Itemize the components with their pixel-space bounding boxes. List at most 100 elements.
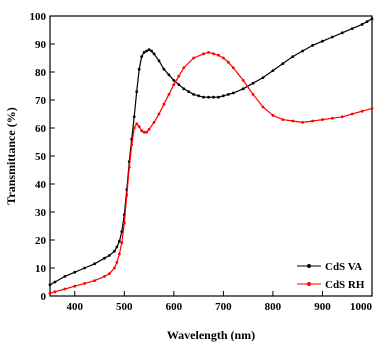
x-tick-label: 400 (67, 301, 84, 313)
data-point (167, 93, 171, 96)
plot-frame (49, 15, 373, 297)
data-point (370, 107, 374, 110)
x-tick-label: 500 (116, 301, 133, 313)
data-point (182, 66, 186, 70)
data-point (261, 105, 265, 109)
data-point (108, 272, 111, 275)
data-point (53, 290, 57, 294)
data-point (177, 83, 181, 86)
data-point (127, 165, 131, 169)
data-point (192, 56, 196, 60)
data-point (117, 252, 121, 256)
data-point (137, 125, 141, 128)
data-point (182, 87, 186, 91)
data-point (251, 93, 255, 96)
data-point (360, 23, 364, 26)
data-point (281, 118, 285, 121)
data-point (212, 52, 215, 56)
data-point (135, 90, 139, 93)
data-point (202, 52, 205, 56)
data-point (301, 49, 305, 53)
data-point (93, 279, 96, 282)
data-point (125, 193, 129, 197)
data-point (130, 143, 134, 147)
data-point (162, 102, 166, 106)
x-tick-label: 900 (314, 301, 331, 313)
data-point (271, 114, 275, 117)
legend-label-cds-rh: CdS RH (325, 279, 365, 291)
data-point (132, 115, 136, 119)
x-tick-label: 600 (166, 301, 183, 313)
y-tick-label: 90 (35, 39, 47, 51)
data-point (281, 62, 285, 65)
data-point (147, 48, 151, 51)
data-point (217, 95, 220, 99)
data-point (48, 283, 52, 287)
data-point (207, 95, 210, 99)
legend-marker-cds-rh (307, 282, 311, 286)
data-point (103, 256, 106, 260)
data-point (172, 79, 176, 82)
axis-ticks: 400 500 600 700 800 900 1000 0 10 20 30 40 50 60 70 80 9… (30, 11, 373, 313)
data-point (162, 67, 166, 71)
data-point (202, 95, 205, 99)
data-point (261, 76, 265, 79)
y-tick-label: 70 (35, 95, 47, 107)
data-point (73, 284, 77, 288)
legend-label-cds-va: CdS VA (325, 261, 362, 273)
data-point (251, 81, 255, 85)
data-point (137, 67, 141, 71)
data-point (197, 94, 201, 98)
data-point (241, 79, 245, 82)
series-layer (48, 17, 374, 295)
data-point (207, 51, 210, 54)
data-point (145, 49, 149, 53)
data-point (311, 119, 314, 123)
data-point (340, 31, 344, 35)
data-point (53, 280, 57, 284)
data-point (145, 130, 149, 134)
data-point (63, 287, 67, 291)
x-tick-label: 700 (215, 301, 232, 313)
data-point (93, 262, 96, 266)
data-point (360, 109, 364, 113)
data-point (152, 52, 156, 56)
y-axis-label: Transmittance (%) (4, 107, 18, 204)
data-point (321, 39, 324, 43)
data-point (226, 93, 230, 96)
data-point (142, 51, 146, 54)
data-point (226, 60, 230, 64)
x-axis-label: Wavelength (nm) (167, 328, 255, 342)
data-point (192, 93, 196, 96)
data-point (321, 118, 324, 121)
data-point (140, 55, 144, 58)
data-point (115, 261, 119, 264)
data-point (132, 126, 136, 130)
data-point (350, 112, 354, 116)
y-tick-label: 0 (41, 291, 47, 303)
data-point (291, 55, 295, 58)
legend-marker-cds-va (307, 264, 311, 268)
data-point (330, 116, 334, 120)
data-point (157, 112, 161, 116)
legend: CdS VA CdS RH (297, 261, 365, 291)
data-point (241, 87, 245, 91)
data-point (217, 53, 220, 57)
data-point (350, 27, 354, 30)
data-point (231, 91, 235, 95)
data-point (113, 249, 116, 253)
data-point (330, 35, 334, 39)
data-point (115, 245, 119, 249)
y-tick-label: 20 (35, 235, 47, 247)
data-point (152, 121, 156, 124)
data-point (340, 115, 344, 119)
data-point (291, 119, 295, 123)
data-point (231, 66, 235, 70)
data-point (120, 241, 124, 245)
data-point (177, 74, 181, 78)
series-line-0 (49, 18, 373, 286)
data-point (103, 275, 106, 278)
data-point (108, 254, 111, 257)
data-point (221, 56, 225, 60)
data-point (187, 90, 191, 93)
